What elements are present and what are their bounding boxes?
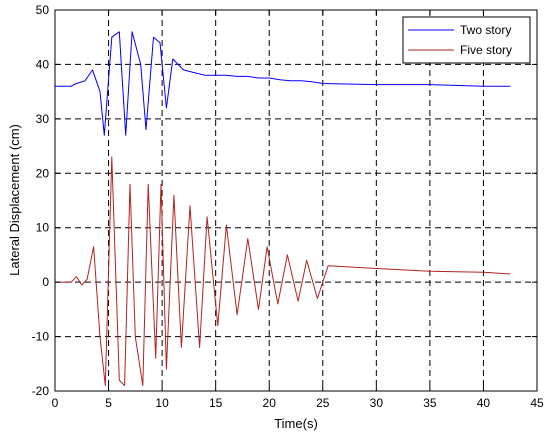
x-tick-label: 25 xyxy=(316,396,330,410)
y-tick-label: 40 xyxy=(36,57,50,71)
y-tick-label: 20 xyxy=(36,166,50,180)
x-tick-label: 30 xyxy=(370,396,384,410)
y-tick-label: -10 xyxy=(32,330,50,344)
y-tick-label: 50 xyxy=(36,3,50,17)
y-tick-label: -20 xyxy=(32,384,50,398)
legend-label-five-story: Five story xyxy=(460,43,512,57)
y-tick-label: 30 xyxy=(36,112,50,126)
y-tick-label: 0 xyxy=(42,275,49,289)
grid-lines xyxy=(55,10,537,391)
legend: Two story Five story xyxy=(402,16,531,64)
plot-area xyxy=(55,10,537,391)
x-tick-label: 0 xyxy=(52,396,59,410)
x-tick-label: 5 xyxy=(105,396,112,410)
series-line-two-story xyxy=(55,31,511,136)
x-axis-label: Time(s) xyxy=(274,416,318,431)
legend-box xyxy=(402,16,531,64)
y-tick-labels: -20 -10 0 10 20 30 40 50 xyxy=(32,3,50,398)
y-tick-label: 10 xyxy=(36,221,50,235)
tick-marks xyxy=(54,9,538,392)
legend-label-two-story: Two story xyxy=(460,23,511,37)
series-lines xyxy=(55,31,511,387)
x-tick-label: 10 xyxy=(155,396,169,410)
plot-area-background xyxy=(55,10,537,391)
x-tick-label: 15 xyxy=(209,396,223,410)
x-tick-labels: 0 5 10 15 20 25 30 35 40 45 xyxy=(52,396,544,410)
plot-frame xyxy=(54,9,538,392)
x-tick-label: 35 xyxy=(423,396,437,410)
x-tick-label: 20 xyxy=(263,396,277,410)
x-tick-label: 45 xyxy=(530,396,544,410)
y-axis-label: Lateral Displacement (cm) xyxy=(7,124,22,276)
x-tick-label: 40 xyxy=(477,396,491,410)
series-line-five-story xyxy=(55,156,511,387)
